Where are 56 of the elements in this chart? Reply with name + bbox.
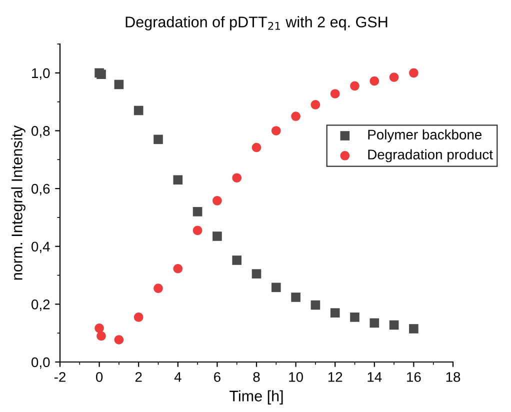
point	[350, 312, 360, 322]
y-tick-label: 0,4	[32, 242, 50, 254]
x-axis-title: Time [h]	[230, 390, 283, 404]
point	[94, 324, 104, 333]
point	[310, 100, 320, 110]
point	[370, 318, 380, 328]
point	[291, 112, 300, 121]
chart-title: Degradation of pDTT$_{21}$ with 2 eq. GSH	[126, 16, 388, 30]
y-tick-label: 0,0	[32, 357, 50, 369]
point	[271, 126, 281, 136]
point	[370, 76, 380, 86]
y-axis-title: norm. Integral Intensity	[11, 125, 26, 280]
point	[350, 81, 360, 91]
x-tick-label: 10	[289, 372, 303, 382]
x-tick-label: 2	[135, 372, 142, 382]
x-tick-label: 6	[214, 372, 220, 382]
point	[134, 312, 144, 322]
point	[252, 142, 262, 152]
point	[271, 282, 281, 292]
x-tick-label: 14	[368, 372, 382, 382]
point	[192, 207, 202, 216]
point	[96, 331, 106, 341]
point	[212, 232, 222, 241]
x-tick-label: 16	[407, 372, 421, 382]
point	[409, 68, 418, 78]
point	[173, 264, 183, 274]
x-tick-label: 18	[446, 372, 460, 382]
x-tick-label: 12	[328, 372, 342, 382]
point	[252, 269, 262, 278]
x-tick-label: 8	[253, 372, 260, 382]
x-tick-label: 4	[174, 372, 182, 382]
x-tick-label: -2	[54, 372, 66, 382]
y-tick-label: 0,6	[32, 184, 50, 196]
y-tick-label: 1,0	[32, 68, 50, 80]
point	[154, 284, 163, 293]
legend-label: Degradation product	[368, 149, 493, 162]
point	[154, 134, 163, 144]
y-tick-label: 0,8	[32, 126, 50, 138]
point	[389, 72, 399, 82]
legend-label: Polymer backbone	[368, 129, 482, 142]
x-tick-label: 0	[96, 372, 103, 382]
point	[114, 335, 124, 344]
point	[114, 80, 124, 90]
point	[389, 320, 399, 330]
y-tick-label: 0,2	[32, 300, 50, 311]
point	[330, 89, 340, 98]
point	[409, 324, 418, 334]
point	[212, 196, 222, 206]
point	[232, 256, 242, 265]
point	[310, 300, 320, 310]
point	[173, 175, 183, 185]
point	[232, 173, 242, 183]
point	[134, 106, 144, 116]
point	[330, 308, 340, 318]
point	[192, 226, 202, 236]
point	[291, 292, 300, 302]
